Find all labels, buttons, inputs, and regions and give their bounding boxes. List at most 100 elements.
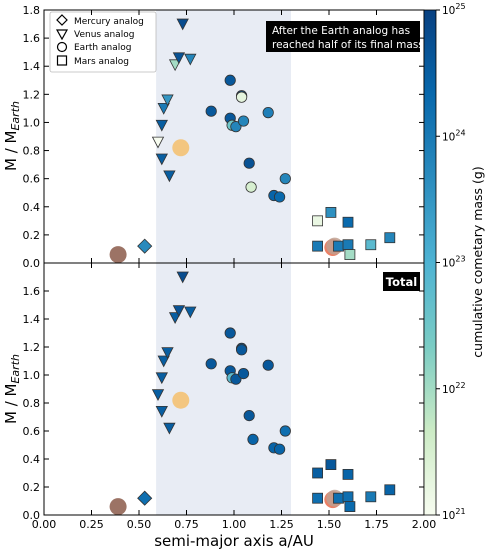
point-top-circle-19 [236, 91, 248, 103]
point-bottom-square-35 [344, 501, 356, 513]
point-bottom-circle-25 [273, 443, 286, 455]
point-top-diamond-1 [137, 238, 153, 254]
colorbar-tick-label-3: 1024 [442, 128, 466, 143]
point-top-circle-21 [243, 157, 255, 169]
point-bottom-square-32 [333, 492, 344, 504]
y-tick-label-top-7: 1.4 [23, 60, 41, 73]
annotation-bottom-box [383, 272, 420, 291]
x-tick-label-7: 1.75 [364, 518, 389, 531]
y-tick-label-bottom-3: 0.6 [23, 425, 41, 438]
x-tick-label-1: 0.25 [79, 518, 104, 531]
point-top-square-35 [344, 249, 356, 260]
point-top-circle-13 [205, 105, 217, 117]
point-bottom-square-29 [325, 459, 337, 471]
point-top-triangle-down-3 [151, 136, 165, 149]
x-tick-label-2: 0.50 [127, 518, 152, 531]
point-bottom-triangle-down-6 [155, 372, 168, 385]
point-bottom-circle-13 [205, 358, 217, 370]
point-top-square-28 [312, 240, 324, 252]
x-axis-label: semi-major axis a/AU [154, 532, 314, 550]
annotation-top: After the Earth analog has reached half … [266, 21, 424, 52]
legend-label-mars: Mars analog [74, 57, 129, 67]
legend-label-mercury: Mercury analog [74, 17, 144, 27]
legend-box [49, 11, 157, 73]
point-top-triangle-down-10 [172, 52, 186, 65]
legend-marker-circle [56, 41, 68, 53]
point-bottom-triangle-down-12 [184, 306, 197, 319]
point-bottom-circle-19 [236, 344, 248, 356]
point-top-circle-0 [109, 246, 127, 263]
point-top-square-32 [333, 240, 344, 252]
point-top-circle-20 [237, 115, 250, 127]
points-top [109, 18, 396, 263]
point-bottom-square-27 [312, 467, 324, 479]
annotation-top-box [266, 21, 420, 52]
y-axis-label-bottom-sub: Earth [9, 354, 22, 384]
legend-marker-square [56, 55, 68, 66]
point-bottom-square-36 [365, 491, 377, 503]
point-top-triangle-down-8 [161, 94, 174, 107]
x-tick-label-0: 0.00 [32, 518, 57, 531]
colorbar-tick-label-1: 1022 [442, 381, 466, 396]
point-bottom-circle-17 [230, 373, 242, 385]
point-top-circle-14 [224, 74, 236, 86]
shaded-region-top [156, 10, 291, 263]
y-tick-label-bottom-1: 0.2 [23, 481, 41, 494]
point-bottom-circle-23 [262, 359, 274, 371]
point-top-square-29 [325, 206, 337, 218]
y-tick-label-bottom-5: 1.0 [23, 369, 41, 382]
point-top-circle-25 [273, 191, 286, 203]
point-top-triangle-down-6 [155, 119, 168, 132]
legend-marker-triangle [55, 29, 69, 41]
y-tick-label-top-6: 1.2 [23, 88, 41, 101]
point-top-square-27 [312, 215, 324, 227]
point-top-square-37 [384, 232, 396, 244]
point-bottom-circle-22 [247, 433, 259, 445]
y-tick-label-bottom-6: 1.2 [23, 341, 41, 354]
points-bottom [109, 271, 396, 515]
x-tick-label-4: 1.00 [222, 518, 247, 531]
colorbar-label: cumulative cometary mass (g) [470, 166, 485, 357]
shaded-region-bottom [156, 263, 291, 515]
point-bottom-triangle-down-7 [157, 355, 170, 368]
y-tick-label-bottom-0: 0.0 [23, 509, 41, 522]
y-tick-label-bottom-7: 1.4 [23, 313, 41, 326]
point-top-circle-22 [245, 181, 257, 193]
y-tick-label-top-8: 1.6 [23, 32, 41, 45]
point-bottom-square-34 [342, 491, 354, 503]
point-bottom-square-33 [342, 468, 354, 480]
y-tick-label-top-3: 0.6 [23, 173, 41, 186]
point-top-triangle-down-4 [155, 153, 168, 166]
y-axis-label-bottom: M / MEarth [2, 354, 22, 424]
point-bottom-triangle-down-9 [168, 312, 182, 324]
point-bottom-square-28 [312, 492, 324, 504]
y-tick-label-bottom-4: 0.8 [23, 397, 41, 410]
y-axis-label-bottom-main: M / M [2, 384, 20, 424]
point-top-triangle-down-5 [163, 170, 176, 183]
point-top-triangle-down-12 [184, 53, 197, 66]
point-top-triangle-down-9 [168, 59, 182, 72]
panel-top: 0.00.20.40.60.81.01.21.41.61.8 M / MEart… [2, 4, 425, 270]
legend: Mercury analog Venus analog Earth analog… [49, 11, 157, 73]
x-tick-label-6: 1.50 [317, 518, 342, 531]
x-tick-label-8: 2.00 [412, 518, 437, 531]
y-tick-label-top-1: 0.2 [23, 229, 41, 242]
point-bottom-triangle-down-10 [172, 305, 186, 317]
point-bottom-diamond-1 [137, 490, 153, 506]
y-tick-label-bottom-2: 0.4 [23, 453, 41, 466]
y-tick-label-top-5: 1.0 [23, 116, 41, 129]
point-top-triangle-down-11 [176, 18, 189, 31]
y-tick-label-top-0: 0.0 [23, 257, 41, 270]
annotation-top-line1: After the Earth analog has [272, 25, 410, 37]
point-bottom-triangle-down-11 [176, 271, 189, 284]
y-tick-label-top-4: 0.8 [23, 145, 41, 158]
legend-label-venus: Venus analog [74, 30, 134, 40]
point-bottom-circle-14 [224, 327, 236, 339]
point-bottom-circle-20 [237, 367, 250, 380]
y-axis-label-top: M / MEarth [2, 101, 22, 171]
x-tick-label-3: 0.75 [174, 518, 199, 531]
point-bottom-square-37 [384, 484, 396, 496]
point-top-square-36 [365, 239, 377, 251]
point-bottom-triangle-down-5 [163, 422, 176, 435]
colorbar-ticks: 1021 1022 1023 1024 1025 [436, 2, 466, 522]
